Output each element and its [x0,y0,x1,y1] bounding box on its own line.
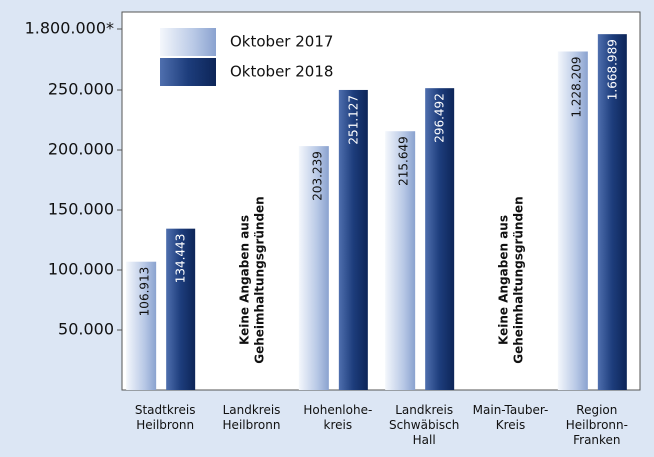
legend-swatch [160,58,216,86]
x-tick-label: Region Heilbronn-Franken [566,403,628,447]
y-tick-label: 250.000 [48,80,114,99]
bar [385,131,416,391]
x-tick-label: Landkreis Heilbronn [223,403,281,432]
bar [597,34,627,391]
y-tick-label: 100.000 [48,260,114,279]
value-label: 1.228.209 [569,57,583,118]
x-tick-label: Main-Tauber-Kreis [473,403,549,432]
x-tick-label: Hohenlohe-kreis [303,403,372,432]
legend-swatch [160,28,216,56]
annotation: Keine Angaben ausGeheimhaltungsgründen [496,196,525,363]
value-label: 134.443 [174,234,188,284]
value-label: 203.239 [310,151,324,201]
x-tick-label: Landkreis Schwäbisch Hall [389,403,459,447]
bar [126,261,157,390]
value-label: 215.649 [397,136,411,186]
y-tick-label: 200.000 [48,140,114,159]
value-label: 106.913 [138,267,152,317]
bar [425,88,455,390]
y-tick-label: 50.000 [58,320,114,339]
y-tick-label: 150.000 [48,200,114,219]
bar [557,51,588,390]
annotation: Keine Angaben ausGeheimhaltungsgründen [237,196,266,363]
bar [298,146,329,390]
legend-label: Oktober 2018 [230,63,333,81]
value-label: 296.492 [433,93,447,143]
legend-label: Oktober 2017 [230,33,333,51]
bar [338,89,368,390]
value-label: 251.127 [346,95,360,145]
value-label: 1.668.989 [605,39,619,100]
bar [166,228,196,390]
y-tick-label: 1.800.000* [25,19,114,38]
x-tick-label: Stadtkreis Heilbronn [135,403,196,432]
